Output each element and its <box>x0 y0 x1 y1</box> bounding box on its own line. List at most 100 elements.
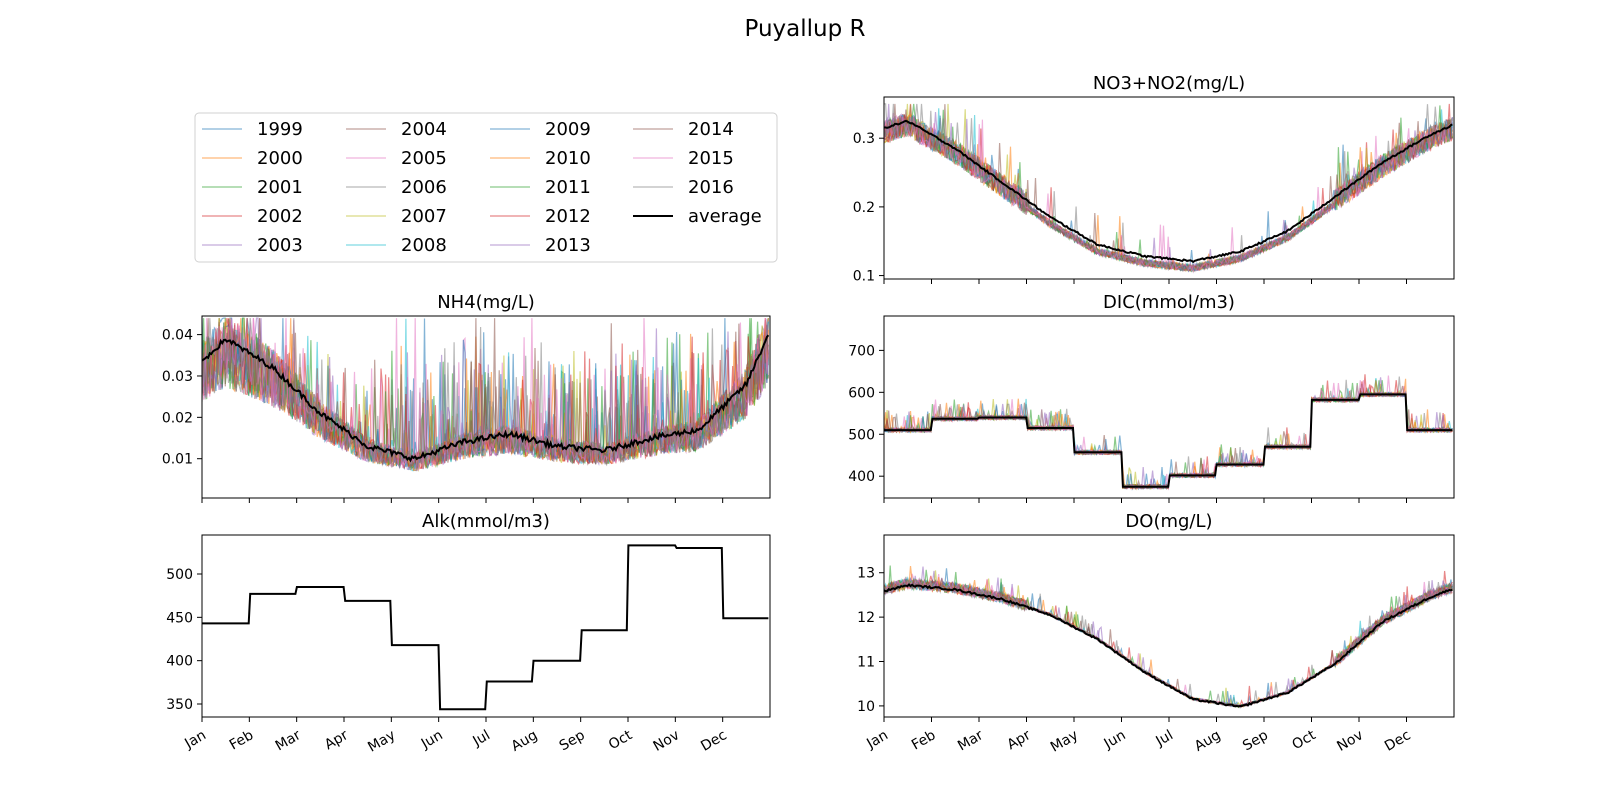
x-tick-label: Aug <box>509 727 541 755</box>
series-line-2014 <box>884 577 1453 707</box>
x-tick-label: Dec <box>1382 727 1413 754</box>
legend-label: 2007 <box>401 206 447 227</box>
panel-title: NO3+NO2(mg/L) <box>1093 73 1245 94</box>
series-line-2016 <box>884 103 1453 272</box>
legend-label: 2008 <box>401 235 447 256</box>
x-tick-label: Oct <box>606 727 635 753</box>
legend-label: 2016 <box>688 177 734 198</box>
plot-area <box>884 374 1453 491</box>
x-tick-label: Dec <box>698 727 729 754</box>
series-line-2004 <box>884 579 1453 709</box>
y-tick-label: 600 <box>848 385 875 401</box>
average-line <box>884 583 1453 708</box>
series-line-2015 <box>884 116 1453 272</box>
legend-frame <box>194 112 778 263</box>
series-line-1999 <box>884 576 1453 708</box>
series-line-2016 <box>884 577 1453 708</box>
panel-4: Alk(mmol/m3) 350 400 450 500 Jan Feb Mar Apr May J… <box>166 511 771 756</box>
legend-label: 2002 <box>257 206 303 227</box>
x-tick-label: Feb <box>909 727 939 753</box>
x-tick-label: Mar <box>955 727 986 754</box>
x-tick-label: Jul <box>1152 727 1176 750</box>
y-tick-label: 0.3 <box>853 131 875 147</box>
plot-area <box>202 317 770 473</box>
y-tick-label: 450 <box>166 610 193 626</box>
legend-label: 2003 <box>257 235 303 256</box>
x-tick-label: Feb <box>227 727 257 753</box>
plot-area <box>884 565 1453 709</box>
legend-label: 2009 <box>545 119 591 140</box>
series-line-2005 <box>884 385 1453 491</box>
y-tick-label: 10 <box>857 699 875 715</box>
panel-title: NH4(mg/L) <box>437 292 535 313</box>
series-line-2014 <box>884 383 1453 490</box>
x-tick-label: Mar <box>273 727 304 754</box>
y-tick-label: 500 <box>848 427 875 443</box>
x-tick-label: Apr <box>322 727 351 753</box>
series-line-2000 <box>884 578 1453 709</box>
y-tick-label: 400 <box>848 469 875 485</box>
series-line-2007 <box>884 387 1453 491</box>
panel-2: NH4(mg/L) 0.01 0.02 0.03 0.04 <box>162 292 771 503</box>
series-line-2016 <box>202 318 769 472</box>
x-tick-label: Jul <box>469 727 493 750</box>
panel-3: DIC(mmol/m3) 400 500 600 700 <box>848 292 1455 503</box>
axes-frame <box>883 315 1455 499</box>
y-tick-label: 0.04 <box>162 328 193 344</box>
panel-title: Alk(mmol/m3) <box>422 511 550 532</box>
x-tick-label: Oct <box>1290 727 1319 753</box>
plot-area <box>884 103 1453 274</box>
y-tick-label: 13 <box>857 566 875 582</box>
y-tick-label: 0.1 <box>853 269 875 285</box>
average-line <box>202 334 770 463</box>
x-tick-label: Jun <box>418 727 446 752</box>
y-tick-label: 350 <box>166 697 193 713</box>
series-line-2014 <box>884 109 1453 273</box>
x-tick-label: May <box>1048 727 1081 755</box>
series-line-2008 <box>884 576 1453 709</box>
legend-label: 2001 <box>257 177 303 198</box>
y-tick-label: 11 <box>857 655 875 671</box>
panel-1: NO3+NO2(mg/L) 0.1 0.2 0.3 <box>853 73 1455 285</box>
y-tick-label: 0.2 <box>853 200 875 216</box>
y-tick-label: 0.02 <box>162 410 193 426</box>
y-tick-label: 500 <box>166 567 193 583</box>
x-tick-label: Jan <box>181 727 209 752</box>
x-tick-label: Jan <box>863 727 891 752</box>
series-line-2004 <box>884 387 1453 490</box>
legend-label: 2005 <box>401 148 447 169</box>
series-line-2015 <box>884 375 1453 490</box>
average-line <box>202 544 769 711</box>
x-tick-label: Jun <box>1101 727 1129 752</box>
legend-label: 2000 <box>257 148 303 169</box>
plot-area <box>202 544 769 711</box>
panel-title: DIC(mmol/m3) <box>1103 292 1235 313</box>
x-tick-label: Nov <box>651 727 683 755</box>
y-tick-label: 0.01 <box>162 452 193 468</box>
legend-label: 2013 <box>545 235 591 256</box>
series-line-2000 <box>884 383 1453 490</box>
figure-title: Puyallup R <box>745 16 866 42</box>
average-line <box>884 393 1453 488</box>
y-tick-label: 700 <box>848 343 875 359</box>
x-tick-label: Sep <box>1240 727 1271 754</box>
x-tick-label: Sep <box>557 727 588 754</box>
legend-label: 2011 <box>545 177 591 198</box>
x-tick-label: Nov <box>1334 727 1366 755</box>
legend-label: 1999 <box>257 119 303 140</box>
average-line <box>884 119 1453 264</box>
y-tick-label: 12 <box>857 610 875 626</box>
panel-title: DO(mg/L) <box>1125 511 1212 532</box>
legend-label: 2004 <box>401 119 447 140</box>
series-line-2006 <box>884 576 1453 708</box>
legend-label: 2014 <box>688 119 734 140</box>
panel-5: DO(mg/L) 10 11 12 13 Jan Feb Mar Apr May Jun Jul Aug… <box>857 511 1455 756</box>
x-tick-label: Aug <box>1192 727 1224 755</box>
series-line-2011 <box>884 384 1453 491</box>
panels: NO3+NO2(mg/L) 0.1 0.2 0.3 NH4(mg/L) 0.01 0.02 0… <box>162 73 1455 756</box>
legend-label: 2010 <box>545 148 591 169</box>
series-line-2015 <box>884 577 1453 709</box>
legend-label: 2015 <box>688 148 734 169</box>
x-tick-label: May <box>365 727 398 755</box>
